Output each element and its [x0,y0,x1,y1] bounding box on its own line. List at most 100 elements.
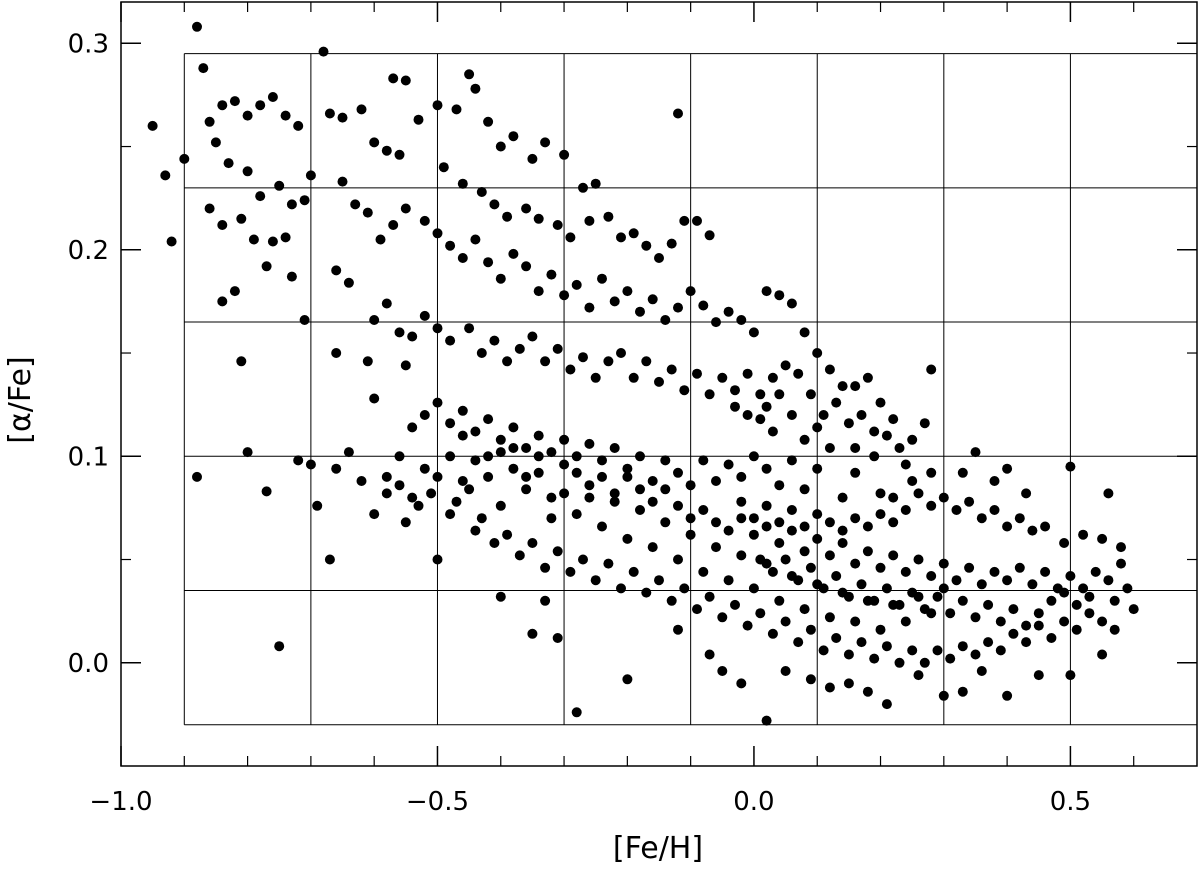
data-point-296 [673,624,683,635]
data-point-180 [407,492,418,503]
data-point-342 [495,434,506,445]
data-point-234 [571,467,582,478]
data-point-299 [736,678,747,689]
data-point-187 [495,500,506,511]
data-point-23 [217,220,228,230]
data-point-327 [685,480,696,491]
data-point-382 [805,624,816,635]
data-point-372 [679,583,690,594]
data-point-217 [875,624,886,635]
data-point-27 [280,232,291,243]
data-point-239 [635,484,645,495]
data-point-258 [875,562,886,573]
data-point-295 [540,595,551,606]
data-point-167 [261,486,272,497]
data-point-30 [337,112,348,123]
data-point-379 [767,628,778,639]
data-point-188 [508,443,519,453]
data-point-223 [432,471,443,482]
data-point-92 [622,286,633,297]
data-point-419 [951,505,962,515]
data-point-405 [1097,616,1108,627]
data-point-289 [761,715,772,726]
data-point-322 [761,463,772,474]
data-point-476 [869,451,880,462]
data-point-119 [445,335,456,346]
data-point-125 [527,331,538,342]
data-point-162 [369,393,380,404]
data-point-474 [824,443,835,453]
data-point-57 [552,220,563,230]
data-point-469 [730,401,740,412]
data-point-254 [824,550,835,561]
data-point-61 [616,232,626,243]
data-point-441 [805,562,816,573]
data-point-458 [1021,620,1032,631]
x-tick-label-0: −1.0 [89,787,152,817]
data-point-150 [843,418,854,429]
data-point-58 [565,232,576,243]
data-point-182 [432,554,443,565]
data-point-483 [888,414,899,425]
data-point-132 [616,348,626,358]
data-point-198 [635,505,645,515]
data-point-256 [850,558,861,569]
data-point-174 [343,447,354,458]
data-point-206 [736,550,747,561]
data-point-356 [476,513,487,524]
data-point-161 [362,356,373,367]
data-point-363 [565,566,576,577]
data-point-40 [400,75,411,86]
data-point-409 [1097,533,1108,544]
data-point-390 [907,645,918,656]
data-point-306 [1103,488,1114,499]
data-point-333 [609,443,620,453]
data-points [147,21,1139,726]
data-point-110 [299,315,310,325]
data-point-448 [894,599,905,610]
data-point-277 [1116,558,1126,569]
data-point-459 [1033,608,1044,619]
data-point-238 [622,471,633,482]
data-point-227 [483,471,494,482]
x-tick-label-1: −0.5 [406,787,469,817]
data-point-144 [767,372,778,383]
data-point-103 [761,286,772,297]
data-point-133 [628,372,639,383]
data-point-461 [1059,587,1070,598]
data-point-395 [970,649,981,660]
data-point-83 [508,248,519,259]
x-tick-label-3: 0.5 [1050,787,1091,817]
data-point-283 [1002,690,1013,701]
data-point-465 [755,414,766,425]
data-point-452 [945,608,956,619]
data-point-436 [736,496,747,507]
data-point-352 [413,500,424,511]
data-point-433 [774,517,785,528]
data-point-468 [742,410,753,420]
data-point-6 [166,236,177,247]
data-point-121 [476,348,487,358]
data-point-128 [565,364,576,375]
data-point-391 [919,657,930,668]
data-point-95 [660,315,671,325]
data-point-380 [780,616,791,627]
data-point-317 [837,492,848,503]
data-point-111 [331,265,342,276]
data-point-7 [204,116,215,127]
data-point-186 [483,451,494,462]
data-point-273 [1065,571,1076,581]
data-point-236 [597,471,607,482]
data-point-336 [571,451,582,462]
data-point-444 [843,591,854,602]
data-point-55 [521,203,532,214]
data-point-86 [546,269,557,280]
data-point-437 [755,554,766,565]
data-point-275 [1090,566,1101,577]
data-point-106 [217,296,228,307]
data-point-286 [881,699,892,710]
data-point-159 [837,381,848,392]
data-point-96 [673,302,683,313]
data-point-67 [692,215,702,226]
data-point-268 [1002,575,1013,586]
